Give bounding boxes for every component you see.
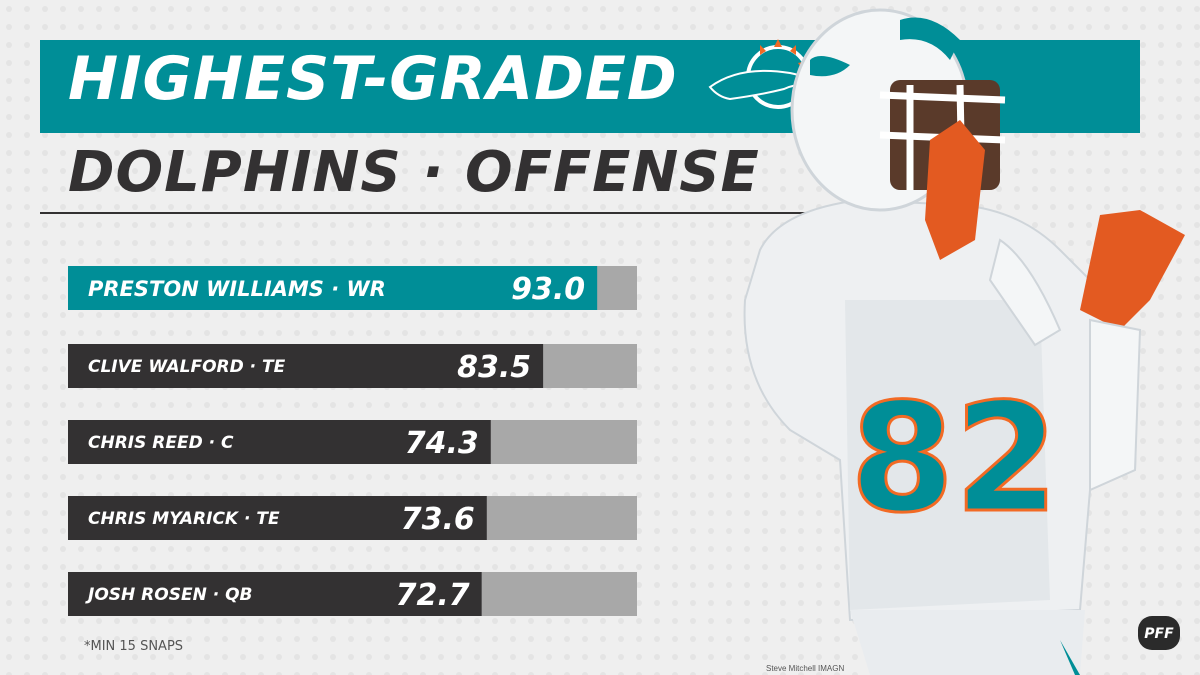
page-title: HIGHEST-GRADED xyxy=(68,44,678,114)
data-label: 72.7 xyxy=(396,578,470,613)
photo-credit: Steve Mitchell IMAGN xyxy=(766,664,845,673)
data-label: 93.0 xyxy=(511,272,585,307)
pff-logo-icon xyxy=(1138,616,1180,650)
bar-label: CHRIS MYARICK · TE xyxy=(88,509,280,529)
footnote: *MIN 15 SNAPS xyxy=(84,639,184,654)
bar-label: PRESTON WILLIAMS · WR xyxy=(88,277,386,301)
bar-label: CLIVE WALFORD · TE xyxy=(88,357,286,377)
bar xyxy=(68,266,598,310)
bar-label: CHRIS REED · C xyxy=(88,433,234,453)
bar xyxy=(68,420,491,464)
bar xyxy=(68,344,544,388)
page-subtitle: DOLPHINS · OFFENSE xyxy=(68,140,760,205)
bar xyxy=(68,496,487,540)
data-label: 74.3 xyxy=(405,426,479,461)
bar-label: JOSH ROSEN · QB xyxy=(85,585,253,605)
pff-logo-label: PFF xyxy=(1144,626,1174,642)
subtitle-underline xyxy=(40,212,900,214)
player-photo: 82 xyxy=(743,8,1185,675)
data-label: 73.6 xyxy=(401,502,475,537)
jersey-number: 82 xyxy=(850,372,1059,546)
bar xyxy=(68,572,482,616)
data-label: 83.5 xyxy=(457,350,531,385)
